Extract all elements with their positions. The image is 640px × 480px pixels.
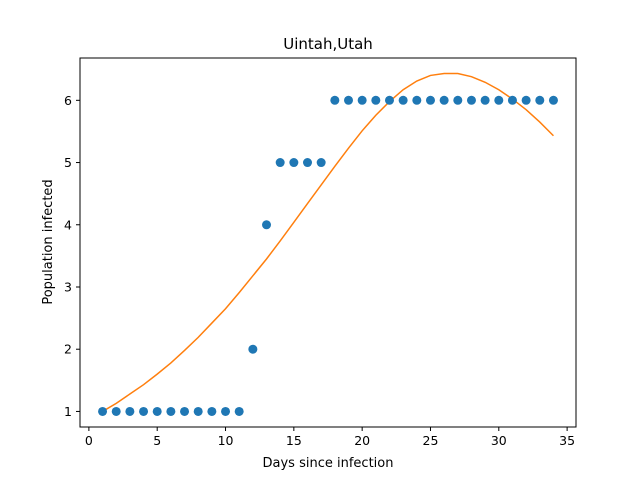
x-tick-label: 20	[354, 433, 370, 448]
y-tick-label: 2	[64, 342, 72, 357]
scatter-points-layer	[98, 95, 558, 416]
data-point	[398, 95, 408, 105]
data-point	[466, 95, 476, 105]
data-point	[180, 406, 190, 416]
data-point	[330, 95, 340, 105]
x-tick-label: 25	[423, 433, 439, 448]
x-tick-label: 15	[286, 433, 302, 448]
data-point	[535, 95, 545, 105]
data-point	[425, 95, 435, 105]
x-tick-label: 35	[559, 433, 575, 448]
data-point	[548, 95, 558, 105]
data-point	[207, 406, 217, 416]
data-point	[303, 158, 312, 168]
data-point	[166, 406, 176, 416]
data-point	[412, 95, 422, 105]
x-tick-label: 0	[85, 433, 93, 448]
data-point	[480, 95, 490, 105]
x-axis: 0 5 10 15 20 25 30 35	[85, 427, 575, 448]
data-point	[439, 95, 449, 105]
data-point	[371, 95, 381, 105]
x-axis-label: Days since infection	[263, 456, 394, 471]
data-point	[453, 95, 463, 105]
data-point	[316, 158, 326, 168]
x-tick-label: 10	[218, 433, 234, 448]
data-point	[193, 406, 203, 416]
data-point	[221, 406, 231, 416]
data-point	[289, 158, 299, 168]
data-point	[139, 406, 149, 416]
data-point	[152, 406, 162, 416]
y-tick-label: 4	[64, 217, 72, 232]
y-axis-label: Population infected	[41, 179, 56, 304]
y-tick-label: 3	[64, 279, 72, 294]
data-point	[357, 95, 367, 105]
y-tick-label: 5	[64, 155, 72, 170]
data-point	[275, 158, 285, 168]
data-point	[384, 95, 394, 105]
data-point	[344, 95, 353, 105]
x-tick-label: 5	[153, 433, 161, 448]
fit-line-layer	[102, 72, 554, 413]
chart-title: Uintah,Utah	[283, 35, 373, 53]
data-point	[111, 406, 121, 416]
data-point	[98, 406, 108, 416]
data-point	[262, 220, 272, 230]
plot-background	[80, 58, 576, 427]
x-tick-label: 30	[491, 433, 507, 448]
y-tick-label: 1	[64, 404, 72, 419]
data-point	[521, 95, 531, 105]
y-tick-label: 6	[64, 93, 72, 108]
fit-line	[102, 72, 554, 413]
data-point	[494, 95, 504, 105]
data-point	[234, 406, 244, 416]
y-axis: 1 2 3 4 5 6	[64, 93, 80, 419]
plot-frame	[79, 57, 577, 428]
data-point	[125, 406, 135, 416]
data-point	[507, 95, 517, 105]
data-point	[248, 344, 258, 354]
